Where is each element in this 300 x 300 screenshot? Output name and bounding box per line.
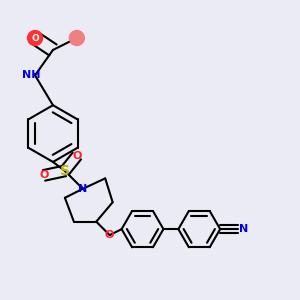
Text: O: O [31,34,39,43]
Text: O: O [39,170,49,180]
Text: NH: NH [22,70,41,80]
Text: O: O [72,151,82,161]
Circle shape [69,31,84,46]
Text: N: N [78,184,87,194]
Text: N: N [239,224,248,234]
Circle shape [28,31,43,46]
Text: O: O [105,230,114,240]
Text: S: S [60,164,70,178]
